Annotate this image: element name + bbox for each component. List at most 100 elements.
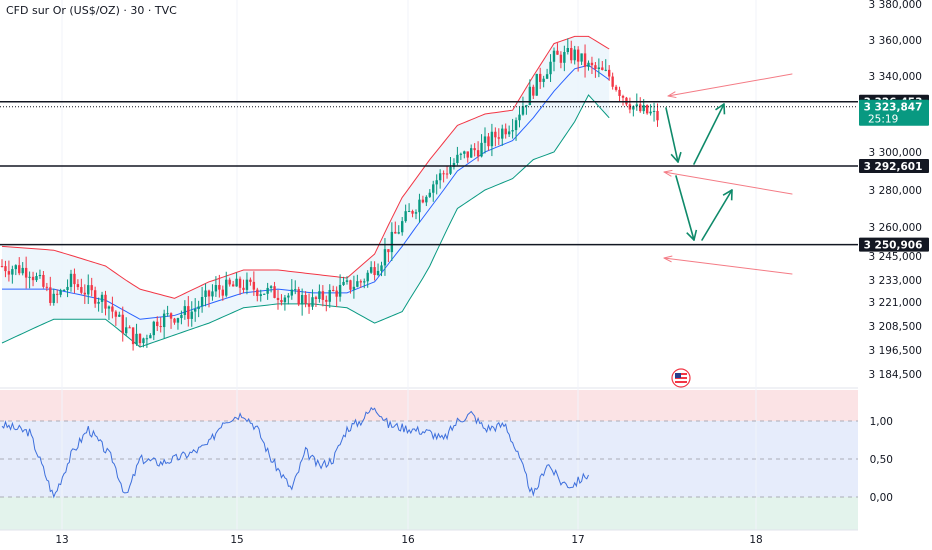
candle (242, 279, 245, 294)
candle (49, 276, 52, 306)
candle-body (511, 130, 514, 132)
candle (556, 43, 559, 55)
candle-body (35, 276, 38, 281)
time-tick-label: 16 (401, 534, 415, 546)
price-axis-bg (858, 0, 932, 550)
candle-body (397, 232, 400, 234)
candle (18, 257, 21, 276)
candle (621, 94, 625, 106)
candle-body (438, 173, 442, 181)
candle (304, 291, 307, 308)
candle (11, 265, 14, 284)
candle (332, 285, 335, 292)
price-tick-label: 3 300,000 (869, 147, 922, 159)
candle-body (4, 266, 7, 272)
candle-body (394, 231, 397, 234)
candle-body (7, 271, 11, 275)
candle-body (642, 105, 645, 112)
us-flag-icon[interactable] (671, 368, 691, 388)
candle (597, 58, 601, 78)
candle-body (525, 105, 528, 107)
candle (418, 193, 421, 223)
candle (259, 289, 262, 302)
candle (0, 259, 4, 268)
candle-body (294, 289, 297, 291)
candle (404, 204, 407, 223)
current-price-bg (859, 99, 929, 126)
candle (514, 117, 518, 141)
candle-body (363, 281, 366, 283)
candle (552, 47, 556, 72)
oscillator-pane[interactable] (0, 406, 858, 499)
candle-body (549, 61, 552, 75)
candle (487, 132, 490, 151)
osc-tick-label: 1,00 (870, 416, 893, 428)
candle (200, 286, 204, 313)
candle (542, 75, 545, 88)
candle-body (73, 273, 76, 285)
osc-tick-label: 0,50 (870, 454, 893, 466)
candle-body (125, 327, 128, 334)
price-levels[interactable] (0, 100, 858, 246)
candle-body (611, 76, 614, 87)
candle (318, 284, 321, 303)
candle-body (556, 50, 559, 55)
candle (614, 84, 618, 92)
candle-body (221, 289, 224, 296)
candle (549, 54, 552, 83)
candle (307, 293, 311, 314)
time-tick-label: 15 (230, 534, 243, 546)
candle (618, 86, 621, 102)
candle-body (256, 289, 259, 297)
candle (539, 67, 542, 89)
candle-body (311, 297, 314, 307)
candle-body (573, 49, 576, 61)
time-axis[interactable]: 13 15 16 17 18 (0, 529, 858, 546)
arrow-down-1-shaft (665, 107, 679, 163)
candle-body (28, 276, 31, 278)
candle (373, 261, 376, 281)
candle (204, 283, 207, 307)
candle-body (135, 333, 138, 345)
candle (245, 272, 249, 295)
candle-body (242, 287, 245, 290)
candle (190, 301, 193, 327)
candle (397, 225, 400, 235)
chart-title: CFD sur Or (US$/OZ) · 30 · TVC (6, 4, 177, 17)
candle (563, 45, 566, 72)
arrow-up-2-head (722, 189, 733, 201)
candle-body (390, 231, 394, 253)
price-axis[interactable]: 3 380,000 3 360,000 3 340,000 3 300,000 3 28… (858, 0, 932, 550)
candle-body (494, 131, 497, 138)
price-tick-label: 3 260,000 (869, 222, 922, 234)
candle-body (235, 278, 238, 287)
candle (214, 276, 218, 297)
candle (656, 103, 659, 127)
candle (639, 97, 642, 113)
candle-body (418, 199, 421, 213)
candle (594, 62, 597, 78)
candle-body (552, 50, 556, 62)
candle (169, 312, 173, 329)
candle (42, 271, 45, 289)
candle-body (304, 295, 307, 304)
candle (187, 296, 190, 327)
candle-body (507, 131, 511, 135)
candle (452, 158, 456, 170)
price-tick-label: 3 208,500 (869, 321, 922, 333)
candle-body (183, 306, 187, 315)
candle-body (359, 281, 362, 283)
candle-body (570, 48, 573, 61)
candle-body (414, 212, 418, 214)
candle (273, 281, 276, 299)
candle (380, 261, 383, 277)
price-tick-label: 3 340,000 (869, 71, 922, 83)
candle-body (618, 89, 621, 96)
candle-body (466, 151, 469, 158)
candle-body (338, 284, 342, 297)
candle (231, 280, 235, 287)
candle (435, 174, 438, 195)
candle-body (14, 265, 17, 270)
